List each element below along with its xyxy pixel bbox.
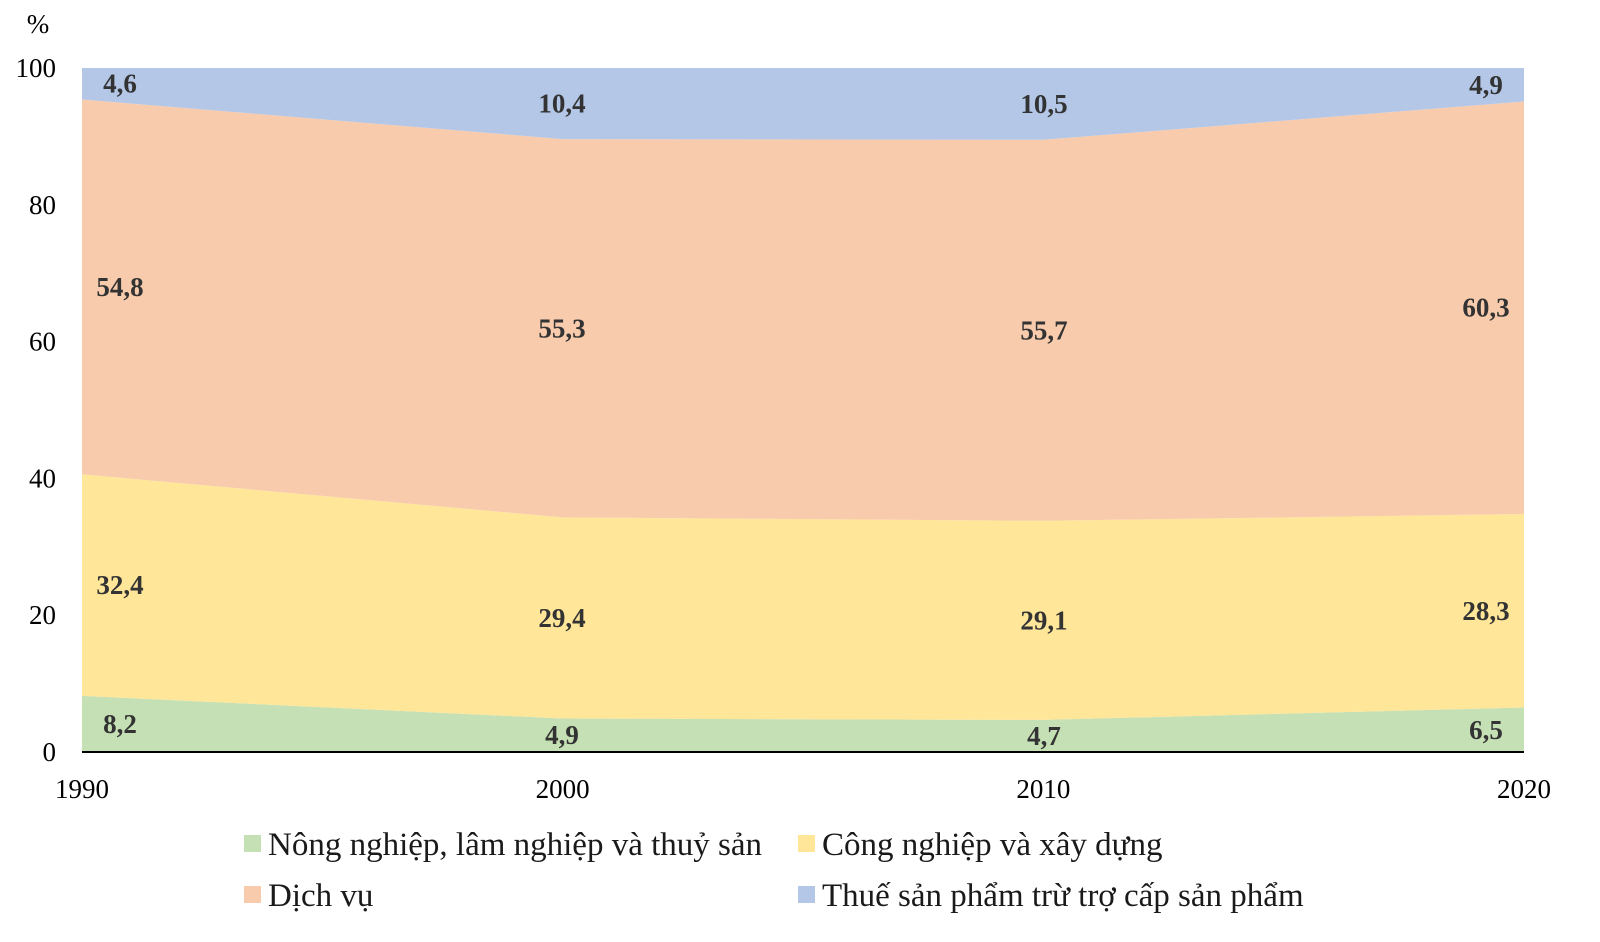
data-label: 10,5: [1020, 89, 1067, 119]
data-label: 29,1: [1020, 605, 1067, 635]
x-tick-label: 2010: [1016, 774, 1070, 804]
data-label: 60,3: [1462, 293, 1509, 323]
area-series-1: [82, 695, 1524, 752]
x-axis-ticks: 1990 2000 2010 2020: [55, 774, 1551, 804]
area-series-4: [82, 68, 1524, 140]
data-label: 29,4: [538, 603, 585, 633]
area-series-3: [82, 99, 1524, 521]
legend-label: Nông nghiệp, lâm nghiệp và thuỷ sản: [268, 827, 762, 863]
area-series-group: [82, 68, 1524, 752]
data-label: 10,4: [538, 89, 585, 119]
data-label: 54,8: [96, 272, 143, 302]
legend-swatch: [798, 886, 815, 903]
x-tick-label: 1990: [55, 774, 109, 804]
data-label: 55,3: [538, 313, 585, 343]
data-label: 4,6: [103, 69, 137, 99]
y-axis-unit-label: %: [27, 9, 50, 39]
data-labels: 8,2 4,9 4,7 6,5 32,4 29,4 29,1 28,3 54,8 55,3 55,7…: [96, 69, 1509, 751]
data-label: 55,7: [1020, 315, 1067, 345]
legend-label: Dịch vụ: [268, 878, 373, 914]
legend-swatch: [244, 886, 261, 903]
axes: %: [27, 9, 1524, 753]
data-label: 4,7: [1027, 721, 1061, 751]
legend-swatch: [244, 835, 261, 852]
data-label: 6,5: [1469, 715, 1503, 745]
y-tick-label: 40: [29, 463, 56, 493]
y-axis-ticks: 0 20 40 60 80 100: [16, 53, 57, 767]
data-label: 32,4: [96, 570, 143, 600]
legend: Nông nghiệp, lâm nghiệp và thuỷ sản Công …: [244, 827, 1304, 914]
x-tick-label: 2000: [536, 774, 590, 804]
y-tick-label: 100: [16, 53, 57, 83]
y-tick-label: 60: [29, 327, 56, 357]
area-series-2: [82, 474, 1524, 720]
legend-label: Công nghiệp và xây dựng: [822, 827, 1163, 863]
legend-swatch: [798, 835, 815, 852]
x-tick-label: 2020: [1497, 774, 1551, 804]
y-tick-label: 0: [43, 737, 57, 767]
y-tick-label: 80: [29, 190, 56, 220]
data-label: 8,2: [103, 709, 137, 739]
data-label: 4,9: [545, 720, 579, 750]
y-tick-label: 20: [29, 600, 56, 630]
data-label: 4,9: [1469, 70, 1503, 100]
legend-label: Thuế sản phẩm trừ trợ cấp sản phẩm: [822, 878, 1304, 914]
data-label: 28,3: [1462, 596, 1509, 626]
